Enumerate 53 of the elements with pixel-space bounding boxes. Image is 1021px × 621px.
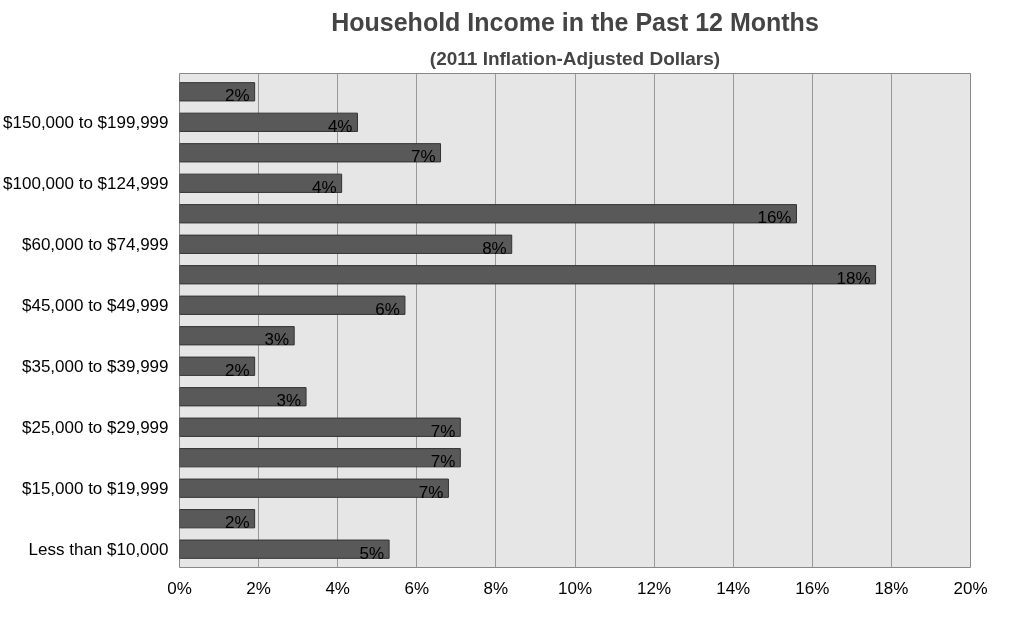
data-label: 16%	[757, 208, 792, 228]
data-label: 6%	[375, 299, 400, 319]
y-tick-label: $25,000 to $29,999	[21, 417, 169, 437]
data-label: 7%	[410, 147, 436, 167]
x-tick-label: 4%	[325, 578, 350, 598]
x-tick-label: 0%	[167, 578, 192, 598]
chart-subtitle: (2011 Inflation-Adjusted Dollars)	[429, 47, 721, 69]
x-tick-label: 16%	[795, 578, 830, 598]
data-label: 7%	[418, 482, 444, 502]
data-label: 3%	[264, 330, 290, 350]
bar	[179, 448, 461, 468]
bar	[179, 509, 256, 529]
bar	[179, 539, 390, 559]
data-label: 2%	[225, 360, 250, 380]
data-label: 4%	[327, 116, 353, 136]
x-tick-label: 12%	[637, 578, 672, 598]
bar	[179, 417, 461, 437]
data-label: 3%	[276, 391, 302, 411]
y-tick-label: $100,000 to $124,999	[3, 173, 169, 193]
bar	[179, 265, 877, 285]
data-label: 5%	[359, 543, 385, 563]
chart-title: Household Income in the Past 12 Months	[331, 7, 819, 36]
bar	[179, 234, 513, 254]
bar	[179, 326, 295, 346]
x-tick-label: 14%	[716, 578, 751, 598]
x-tick-label: 20%	[953, 578, 988, 598]
bar	[179, 82, 256, 102]
bar	[179, 112, 358, 132]
data-label: 7%	[430, 421, 456, 441]
x-tick-label: 6%	[404, 578, 430, 598]
data-label: 18%	[836, 269, 871, 289]
x-tick-label: 18%	[874, 578, 909, 598]
bar	[179, 387, 307, 407]
bar	[179, 143, 442, 163]
y-tick-label: $45,000 to $49,999	[21, 295, 169, 315]
data-label: 2%	[225, 86, 250, 106]
x-tick-label: 2%	[246, 578, 271, 598]
y-tick-label: $15,000 to $19,999	[21, 478, 169, 498]
data-label: 8%	[482, 238, 507, 258]
y-tick-label: $60,000 to $74,999	[21, 234, 169, 254]
bar	[179, 173, 343, 193]
y-tick-label: $35,000 to $39,999	[21, 356, 169, 376]
data-label: 4%	[312, 177, 337, 197]
bar	[179, 204, 797, 224]
bar	[179, 295, 406, 315]
bar	[179, 478, 449, 498]
x-tick-label: 8%	[483, 578, 509, 598]
y-tick-label: $150,000 to $199,999	[3, 112, 169, 132]
data-label: 7%	[430, 452, 456, 472]
x-tick-label: 10%	[557, 578, 593, 598]
data-label: 2%	[225, 513, 250, 533]
bar	[179, 356, 256, 376]
y-tick-label: Less than $10,000	[28, 539, 169, 559]
